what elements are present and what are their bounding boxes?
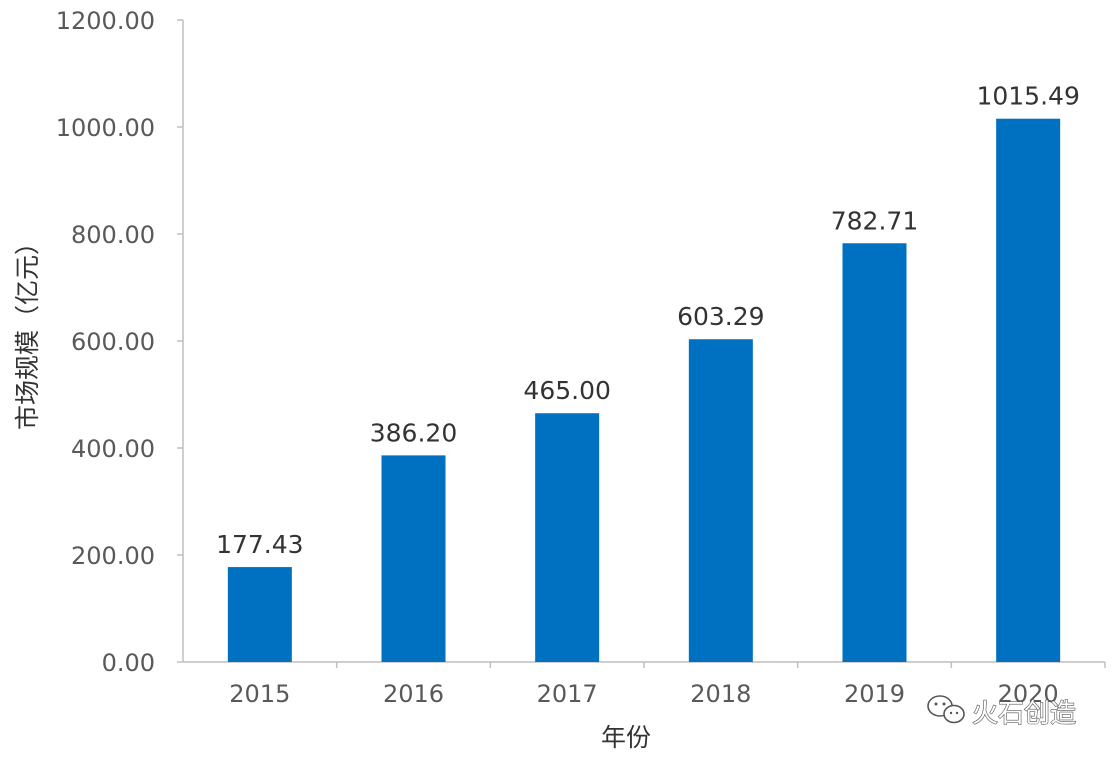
x-axis-title: 年份	[601, 723, 651, 752]
bar-2016	[381, 455, 446, 662]
wechat-icon	[927, 695, 965, 724]
data-label-2017: 465.00	[523, 376, 610, 405]
y-axis-ticks: 0.00 200.00 400.00 600.00 800.00 1000.00 1200.…	[56, 7, 183, 677]
watermark-text: 火石创造	[972, 699, 1076, 729]
y-tick-label: 800.00	[71, 221, 155, 249]
data-label-2019: 782.71	[831, 206, 918, 235]
y-tick-label: 400.00	[71, 435, 155, 463]
x-axis-ticks: 2015 2016 2017 2018 2019 2020	[229, 662, 1106, 708]
x-tick-label-2019: 2019	[844, 680, 905, 708]
data-label-2020: 1015.49	[976, 82, 1079, 111]
data-label-2016: 386.20	[370, 418, 457, 447]
y-tick-label: 1000.00	[56, 114, 155, 142]
x-tick-label-2020: 2020	[998, 680, 1059, 708]
x-tick-label-2016: 2016	[383, 680, 444, 708]
y-tick-label: 0.00	[102, 649, 155, 677]
bar-2020	[996, 118, 1061, 663]
y-tick-label: 200.00	[71, 542, 155, 570]
y-tick-label: 1200.00	[56, 7, 155, 35]
bar-2017	[535, 413, 600, 662]
data-labels: 177.43 386.20 465.00 603.29 782.71 1015.49	[216, 82, 1080, 559]
data-label-2015: 177.43	[216, 530, 303, 559]
axes	[182, 20, 1105, 663]
bars	[227, 118, 1061, 663]
bar-2018	[688, 339, 753, 662]
x-tick-label-2015: 2015	[229, 680, 290, 708]
x-tick-label-2017: 2017	[537, 680, 598, 708]
data-label-2018: 603.29	[677, 302, 764, 331]
y-tick-label: 600.00	[71, 328, 155, 356]
watermark: 火石创造	[927, 695, 1077, 730]
bar-2015	[227, 567, 292, 662]
x-tick-label-2018: 2018	[690, 680, 751, 708]
bar-2019	[842, 243, 907, 662]
y-axis-title: 市场规模（亿元）	[13, 230, 42, 430]
